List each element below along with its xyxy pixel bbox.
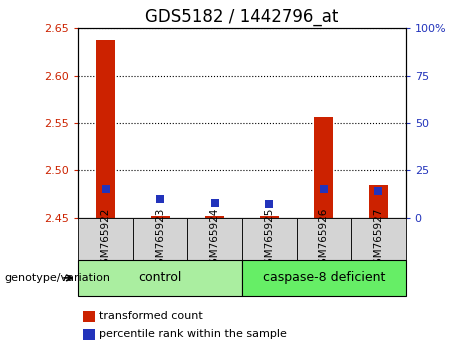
Point	[320, 187, 327, 192]
Text: GSM765922: GSM765922	[100, 207, 111, 271]
Text: caspase-8 deficient: caspase-8 deficient	[263, 272, 385, 284]
Text: GSM765923: GSM765923	[155, 207, 165, 271]
Text: control: control	[138, 272, 182, 284]
FancyBboxPatch shape	[78, 260, 242, 296]
Text: transformed count: transformed count	[99, 312, 203, 321]
Point	[266, 202, 273, 207]
Bar	[314, 117, 333, 218]
FancyBboxPatch shape	[242, 218, 296, 260]
Bar	[260, 216, 279, 218]
Text: GSM765924: GSM765924	[210, 207, 220, 271]
Text: GSM765925: GSM765925	[264, 207, 274, 271]
FancyBboxPatch shape	[188, 218, 242, 260]
Bar	[205, 216, 225, 218]
FancyBboxPatch shape	[296, 218, 351, 260]
Bar	[151, 216, 170, 218]
Text: GSM765927: GSM765927	[373, 207, 384, 271]
Title: GDS5182 / 1442796_at: GDS5182 / 1442796_at	[145, 8, 339, 25]
Text: percentile rank within the sample: percentile rank within the sample	[99, 329, 287, 339]
Point	[211, 200, 219, 205]
Bar	[369, 184, 388, 218]
Text: genotype/variation: genotype/variation	[5, 273, 111, 283]
FancyBboxPatch shape	[133, 218, 188, 260]
Point	[157, 196, 164, 201]
FancyBboxPatch shape	[351, 218, 406, 260]
Bar	[96, 40, 115, 218]
Text: GSM765926: GSM765926	[319, 207, 329, 271]
FancyBboxPatch shape	[78, 218, 133, 260]
FancyBboxPatch shape	[242, 260, 406, 296]
Point	[375, 188, 382, 194]
Point	[102, 187, 109, 192]
